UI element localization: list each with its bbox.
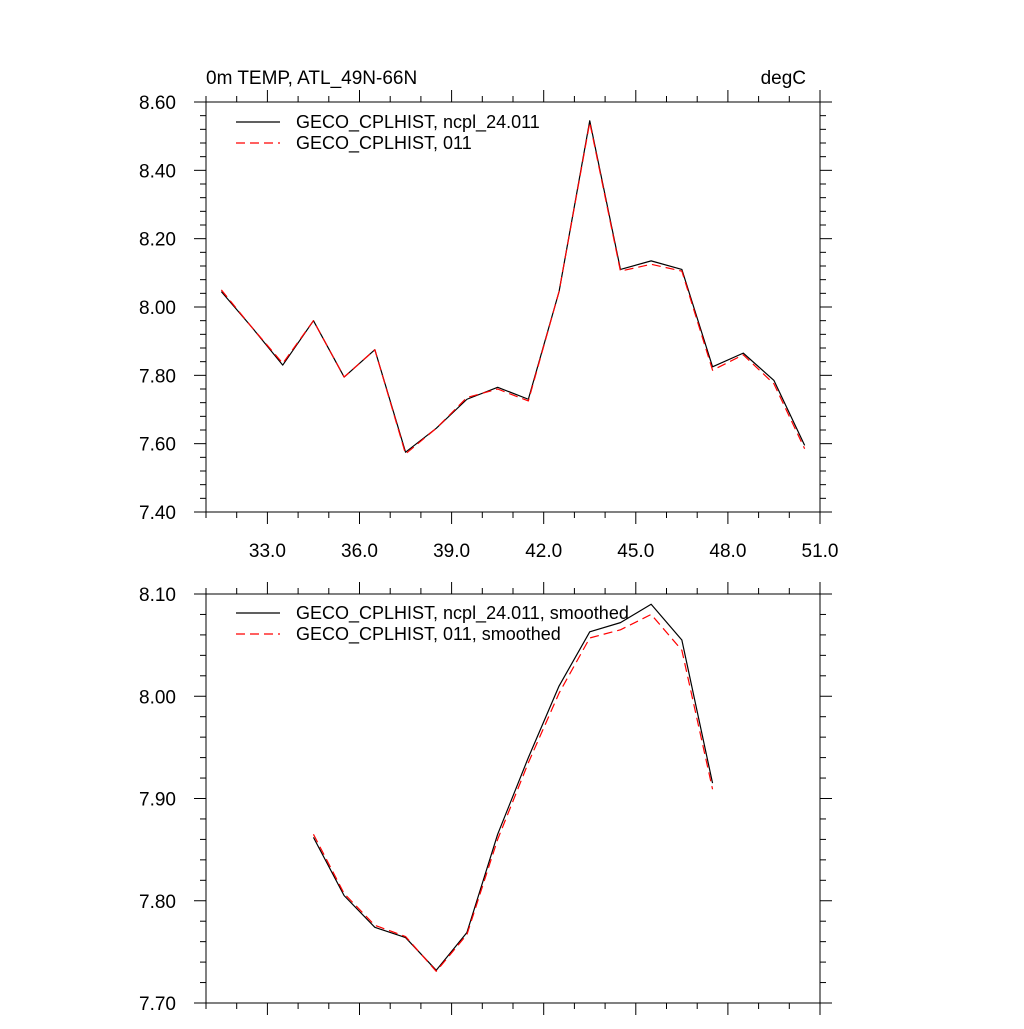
- plot-panel-1: 33.0 36.0 39.0 42.0 45.0 48.0 51.0 7.40 7.60 7.80…: [139, 90, 838, 562]
- x-tick-label: 45.0: [617, 541, 654, 562]
- legend-label-1: GECO_CPLHIST, ncpl_24.011, smoothed: [296, 603, 629, 624]
- x-tick-label: 36.0: [341, 541, 378, 562]
- plot-panel-2: 7.70 7.80 7.90 8.00 8.10 GECO_CPLHIST, ncpl_2…: [139, 582, 832, 1015]
- y-tick-label: 8.00: [139, 298, 176, 319]
- y-tick-label: 8.40: [139, 161, 176, 182]
- y-tick-label: 7.60: [139, 435, 176, 456]
- y-tick-label: 7.70: [139, 994, 176, 1015]
- y-tick-label: 8.20: [139, 230, 176, 251]
- units-label: degC: [761, 68, 806, 89]
- x-tick-label: 51.0: [802, 541, 839, 562]
- y-tick-label: 8.60: [139, 93, 176, 114]
- chart-title: 0m TEMP, ATL_49N-66N: [206, 68, 417, 89]
- plot-frame: [205, 593, 821, 1004]
- series-line-2: [312, 613, 714, 972]
- y-tick-label: 7.40: [139, 503, 176, 524]
- series-line-1: [220, 120, 806, 453]
- legend-label-1: GECO_CPLHIST, ncpl_24.011: [296, 112, 540, 133]
- series-line-2: [220, 121, 806, 455]
- y-tick-label: 8.00: [139, 687, 176, 708]
- series-line-1: [312, 603, 714, 971]
- x-tick-label: 48.0: [709, 541, 746, 562]
- legend-label-2: GECO_CPLHIST, 011: [296, 133, 472, 154]
- y-tick-label: 7.80: [139, 892, 176, 913]
- legend-label-2: GECO_CPLHIST, 011, smoothed: [296, 624, 561, 645]
- plot-frame: [205, 101, 821, 513]
- y-tick-label: 7.90: [139, 790, 176, 811]
- x-tick-label: 39.0: [433, 541, 470, 562]
- x-tick-label: 33.0: [249, 541, 286, 562]
- y-tick-label: 8.10: [139, 585, 176, 606]
- y-tick-label: 7.80: [139, 366, 176, 387]
- x-tick-label: 42.0: [525, 541, 562, 562]
